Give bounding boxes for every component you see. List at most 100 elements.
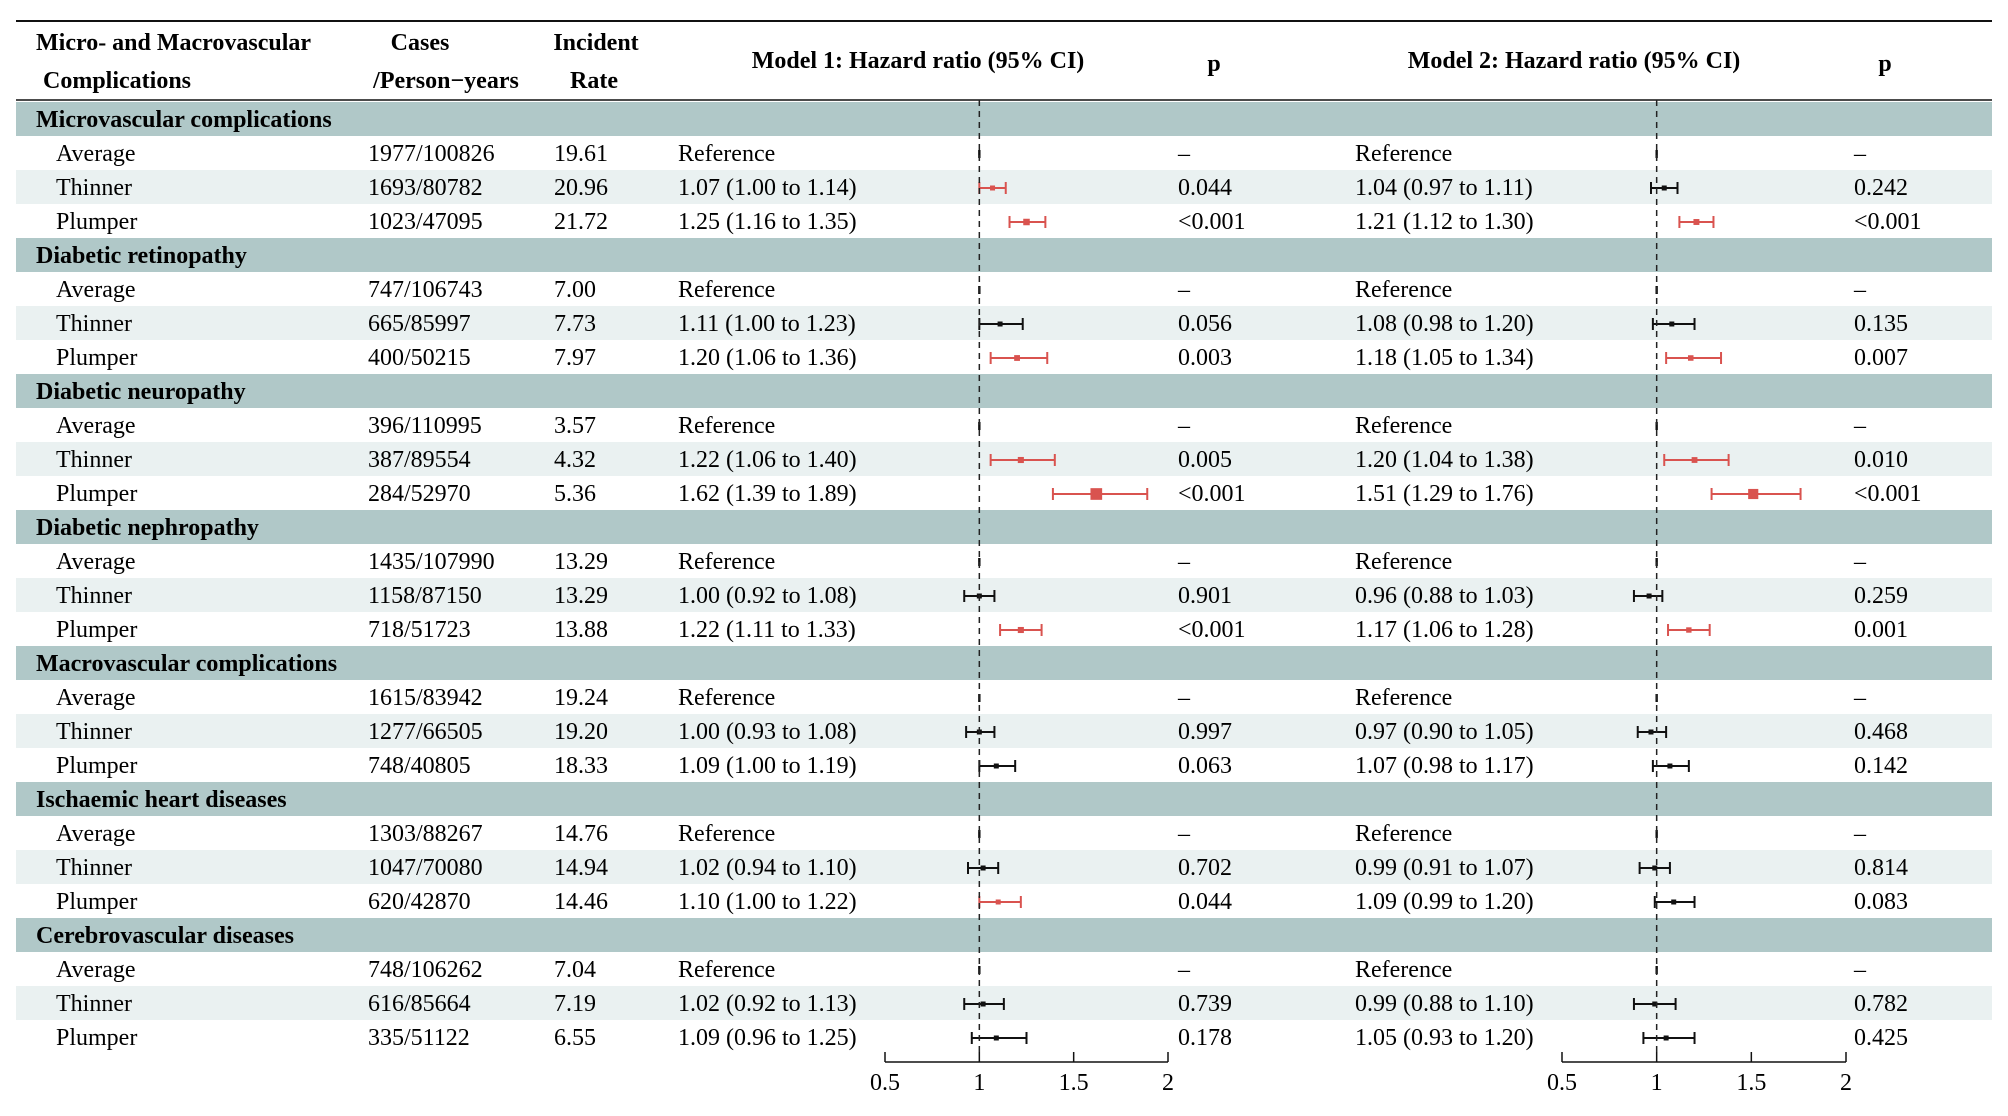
p-value: 0.056	[1178, 311, 1232, 337]
p-value: 0.702	[1178, 855, 1232, 881]
p-value: 0.814	[1854, 855, 1908, 881]
x-tick-label: 0.5	[870, 1070, 900, 1096]
rate-value: 14.94	[554, 855, 608, 881]
p-value: 0.044	[1178, 175, 1232, 201]
p-value: 0.242	[1854, 175, 1908, 201]
hr-ci-text: 1.07 (0.98 to 1.17)	[1355, 753, 1534, 779]
cases-value: 1435/107990	[368, 549, 495, 575]
p-value: –	[1177, 685, 1191, 711]
hr-ci-text: 1.09 (0.96 to 1.25)	[678, 1025, 857, 1051]
rate-value: 13.29	[554, 583, 608, 609]
reference-point	[1655, 150, 1658, 158]
cases-value: 665/85997	[368, 311, 471, 337]
x-tick-label: 1	[1651, 1070, 1663, 1096]
row-stripe	[16, 714, 1992, 748]
cases-value: 1977/100826	[368, 141, 495, 167]
group-title: Microvascular complications	[36, 107, 332, 133]
p-value: –	[1853, 685, 1867, 711]
row-label: Average	[56, 685, 136, 711]
p-value: 0.259	[1854, 583, 1908, 609]
rate-value: 7.97	[554, 345, 596, 371]
p-value: –	[1853, 413, 1867, 439]
rate-value: 19.61	[554, 141, 608, 167]
p-value: <0.001	[1854, 481, 1922, 507]
rate-value: 7.00	[554, 277, 596, 303]
hr-ci-text: 1.05 (0.93 to 1.20)	[1355, 1025, 1534, 1051]
rate-value: 7.73	[554, 311, 596, 337]
hr-ci-text: Reference	[1355, 141, 1452, 167]
hr-ci-text: 1.02 (0.94 to 1.10)	[678, 855, 857, 881]
group-band	[16, 918, 1992, 952]
x-tick-label: 0.5	[1547, 1070, 1577, 1096]
hr-ci-text: Reference	[1355, 549, 1452, 575]
p-value: 0.468	[1854, 719, 1908, 745]
row-label: Thinner	[56, 719, 132, 745]
row-label: Average	[56, 957, 136, 983]
hr-ci-text: 1.09 (1.00 to 1.19)	[678, 753, 857, 779]
x-tick-label: 2	[1840, 1070, 1852, 1096]
hr-point	[995, 899, 1001, 905]
header-p2: p	[1878, 51, 1891, 77]
hr-ci-text: 1.20 (1.06 to 1.36)	[678, 345, 857, 371]
row-label: Average	[56, 549, 136, 575]
row-label: Plumper	[56, 753, 137, 779]
hr-ci-text: 0.97 (0.90 to 1.05)	[1355, 719, 1534, 745]
p-value: 0.739	[1178, 991, 1232, 1017]
hr-point	[1661, 185, 1667, 191]
rate-value: 20.96	[554, 175, 608, 201]
hr-point	[1090, 488, 1103, 500]
hr-point	[1693, 219, 1700, 225]
rate-value: 21.72	[554, 209, 608, 235]
p-value: 0.425	[1854, 1025, 1908, 1051]
cases-value: 748/106262	[368, 957, 483, 983]
p-value: <0.001	[1178, 481, 1246, 507]
group-title: Diabetic retinopathy	[36, 243, 247, 269]
p-value: 0.005	[1178, 447, 1232, 473]
p-value: –	[1177, 549, 1191, 575]
group-title: Cerebrovascular diseases	[36, 923, 294, 949]
group-band	[16, 510, 1992, 544]
cases-value: 620/42870	[368, 889, 471, 915]
row-stripe	[16, 578, 1992, 612]
rate-value: 13.88	[554, 617, 608, 643]
hr-point	[1017, 626, 1024, 634]
p-value: <0.001	[1178, 209, 1246, 235]
hr-ci-text: Reference	[678, 549, 775, 575]
hr-point	[1667, 763, 1673, 769]
hr-ci-text: 1.18 (1.05 to 1.34)	[1355, 345, 1534, 371]
hr-point	[990, 185, 996, 191]
row-stripe	[16, 850, 1992, 884]
hr-point	[1652, 865, 1658, 871]
hr-ci-text: Reference	[1355, 277, 1452, 303]
row-label: Thinner	[56, 855, 132, 881]
hr-point	[1017, 456, 1024, 464]
group-band	[16, 646, 1992, 680]
hr-point	[1648, 729, 1654, 735]
cases-value: 718/51723	[368, 617, 471, 643]
rate-value: 19.20	[554, 719, 608, 745]
x-tick-label: 2	[1162, 1070, 1174, 1096]
cases-value: 1303/88267	[368, 821, 483, 847]
rate-value: 7.04	[554, 957, 596, 983]
row-label: Plumper	[56, 209, 137, 235]
p-value: –	[1177, 957, 1191, 983]
row-label: Thinner	[56, 583, 132, 609]
p-value: –	[1853, 549, 1867, 575]
hr-ci-text: Reference	[1355, 413, 1452, 439]
hr-point	[1652, 1001, 1658, 1007]
group-title: Ischaemic heart diseases	[36, 787, 287, 813]
hr-ci-text: 1.00 (0.93 to 1.08)	[678, 719, 857, 745]
hr-point	[980, 1001, 986, 1007]
group-title: Macrovascular complications	[36, 651, 337, 677]
cases-value: 1158/87150	[368, 583, 482, 609]
row-label: Plumper	[56, 481, 137, 507]
cases-value: 396/110995	[368, 413, 482, 439]
cases-value: 1047/70080	[368, 855, 483, 881]
cases-value: 1693/80782	[368, 175, 483, 201]
row-label: Plumper	[56, 345, 137, 371]
cases-value: 1277/66505	[368, 719, 483, 745]
row-label: Plumper	[56, 889, 137, 915]
row-label: Average	[56, 277, 136, 303]
p-value: 0.135	[1854, 311, 1908, 337]
hr-ci-text: 1.20 (1.04 to 1.38)	[1355, 447, 1534, 473]
